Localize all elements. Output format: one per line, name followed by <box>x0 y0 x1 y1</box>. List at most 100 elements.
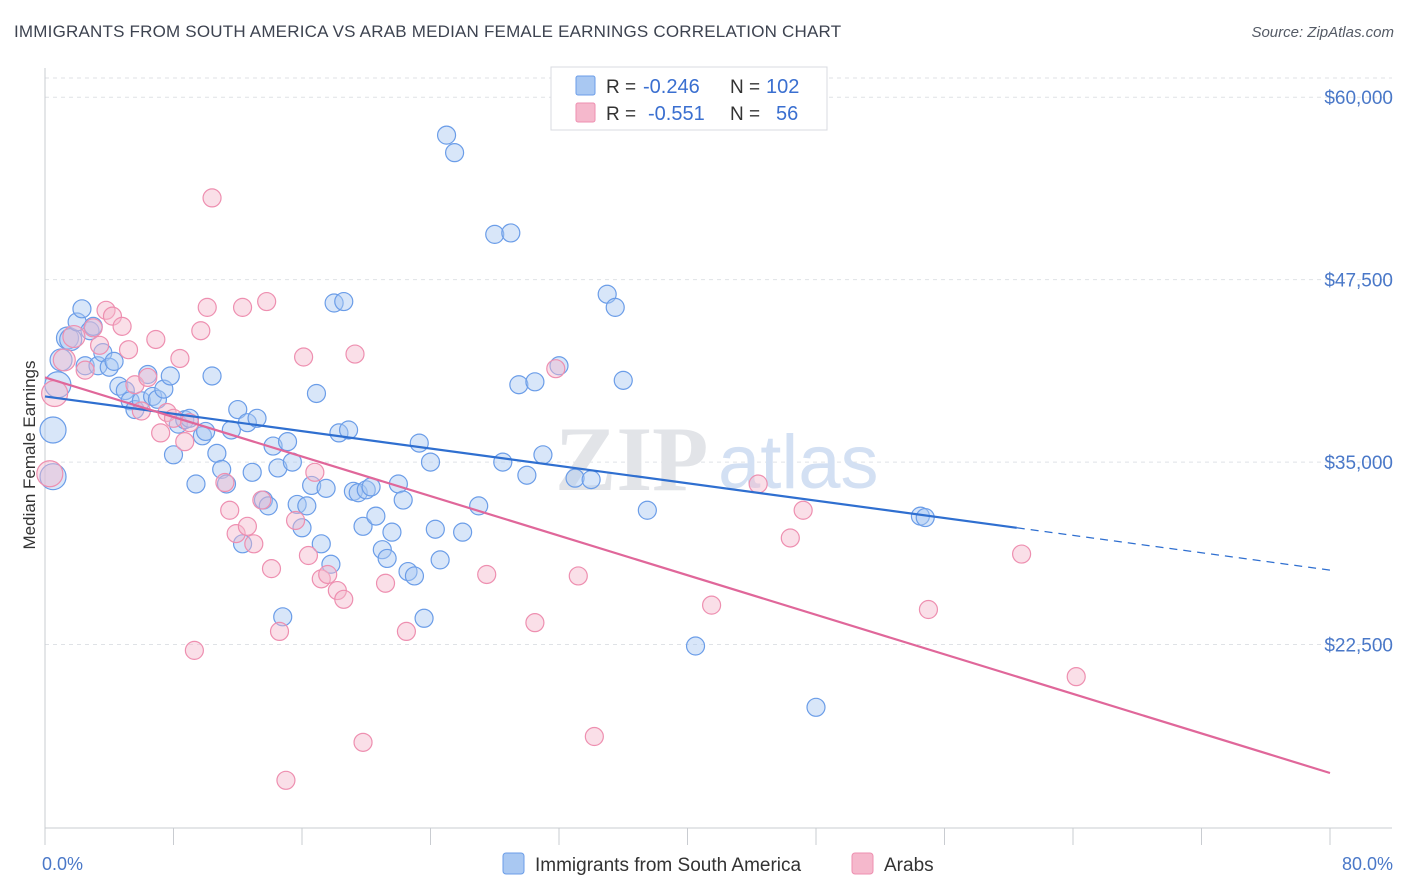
source-label: Source: ZipAtlas.com <box>1251 24 1394 41</box>
point-south-america <box>196 421 216 442</box>
point-south-america <box>207 443 227 463</box>
point-arabs <box>318 564 338 585</box>
point-arabs <box>780 528 800 548</box>
point-arabs <box>1011 544 1032 564</box>
point-south-america <box>324 293 344 313</box>
point-arabs <box>138 367 158 388</box>
legend-n-value-2: 56 <box>776 103 798 125</box>
point-arabs <box>75 360 95 380</box>
bottom-legend-label-1: Immigrants from South America <box>535 855 802 876</box>
point-arabs <box>793 500 813 520</box>
point-south-america <box>232 534 253 554</box>
point-arabs <box>90 335 110 355</box>
point-south-america <box>404 566 425 586</box>
point-south-america <box>242 462 262 482</box>
point-arabs <box>269 621 290 642</box>
legend-box <box>550 66 828 131</box>
point-arabs <box>197 297 217 317</box>
axes <box>44 68 1392 845</box>
point-south-america <box>372 540 392 560</box>
grid <box>45 77 1392 646</box>
point-south-america <box>393 490 413 510</box>
point-south-america <box>409 433 429 453</box>
point-south-america <box>425 519 445 539</box>
point-arabs <box>546 359 566 379</box>
point-south-america <box>247 408 267 428</box>
point-south-america <box>321 554 341 574</box>
point-arabs <box>151 423 171 443</box>
point-arabs <box>237 516 257 536</box>
point-arabs <box>244 534 264 554</box>
legend-r-value-2: -0.551 <box>648 103 705 125</box>
point-south-america <box>334 291 354 312</box>
point-south-america <box>493 452 513 472</box>
point-south-america <box>565 468 585 488</box>
point-arabs <box>748 474 768 494</box>
point-arabs <box>112 316 132 336</box>
point-south-america <box>115 380 135 401</box>
axis-labels: $22,500 $35,000 $47,500 $60,000 0.0% 80.0% Med… <box>20 88 1393 874</box>
y-tick-label: $47,500 <box>1324 271 1393 292</box>
point-south-america <box>377 548 397 569</box>
point-south-america <box>306 383 327 404</box>
point-arabs <box>41 379 69 408</box>
point-south-america <box>637 500 657 520</box>
y-tick-label: $60,000 <box>1324 88 1393 109</box>
point-south-america <box>525 372 545 392</box>
legend-bottom: Immigrants from South America Arabs <box>502 852 934 876</box>
point-south-america <box>297 496 317 516</box>
trend-south-america-extension <box>1016 527 1331 571</box>
x-tick-label-min: 0.0% <box>42 854 83 874</box>
point-arabs <box>294 347 314 367</box>
point-south-america <box>414 608 434 628</box>
point-south-america <box>186 474 206 494</box>
point-south-america <box>268 458 288 478</box>
point-arabs <box>477 564 497 585</box>
point-arabs <box>1066 667 1086 687</box>
point-south-america <box>420 452 441 472</box>
legend-n-label-2: N = <box>730 104 760 125</box>
point-arabs <box>184 640 204 660</box>
point-arabs <box>118 340 139 360</box>
point-south-america <box>104 351 124 371</box>
point-arabs <box>175 432 195 452</box>
point-arabs <box>345 344 365 364</box>
point-south-america <box>338 420 359 440</box>
point-south-america <box>366 506 386 526</box>
point-south-america <box>292 518 312 538</box>
point-arabs <box>525 613 545 633</box>
point-south-america <box>287 494 307 515</box>
point-arabs <box>220 500 240 520</box>
legend-n-label-1: N = <box>730 77 760 98</box>
legend-swatch-blue <box>575 75 596 96</box>
legend-swatch-pink <box>575 102 596 123</box>
point-south-america <box>277 432 298 452</box>
point-south-america <box>273 607 293 627</box>
legend-r-label-1: R = <box>606 77 636 98</box>
point-south-america <box>517 465 537 485</box>
legend-r-label-2: R = <box>606 104 636 125</box>
point-arabs <box>215 472 235 493</box>
point-arabs <box>257 291 277 312</box>
point-south-america <box>613 370 633 390</box>
point-south-america <box>353 516 373 536</box>
point-arabs <box>285 510 306 531</box>
data-points <box>36 125 1086 790</box>
point-arabs <box>584 726 604 747</box>
point-arabs <box>252 490 272 510</box>
point-arabs <box>918 599 939 620</box>
point-south-america <box>436 125 457 145</box>
point-arabs <box>202 188 222 208</box>
point-south-america <box>430 550 450 570</box>
bottom-legend-swatch-2 <box>851 852 874 875</box>
point-arabs <box>146 329 166 350</box>
point-arabs <box>375 573 396 593</box>
point-south-america <box>39 416 67 444</box>
point-arabs <box>568 566 588 586</box>
watermark-zip: ZIP <box>555 408 708 510</box>
watermark-atlas: atlas <box>718 420 879 505</box>
point-arabs <box>83 318 103 338</box>
point-arabs <box>102 306 123 326</box>
legend-r-value-1: -0.246 <box>643 76 700 98</box>
